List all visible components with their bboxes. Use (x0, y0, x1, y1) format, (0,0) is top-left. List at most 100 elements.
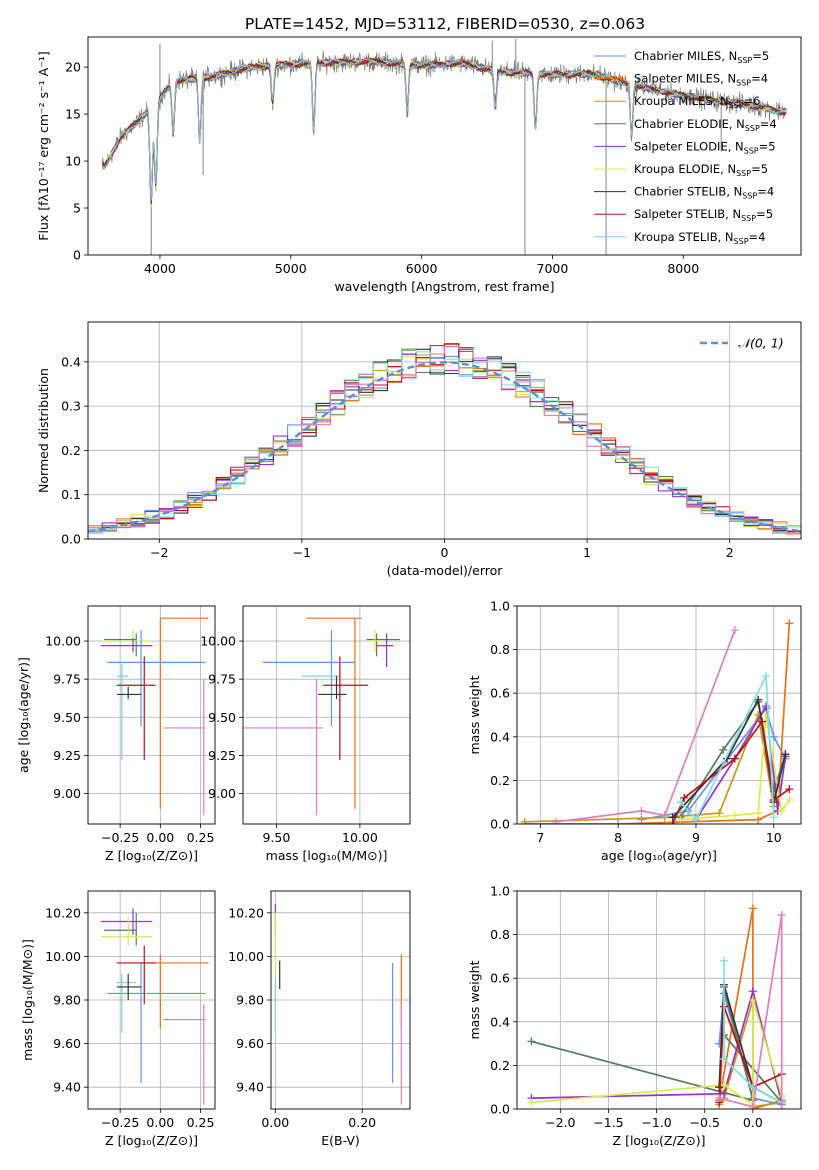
x-axis-label: wavelength [Angstrom, rest frame] (334, 279, 554, 294)
tick-label-x: 2 (726, 545, 734, 560)
errorbar-point (100, 908, 153, 935)
tick-label-y: 1.0 (490, 599, 510, 614)
legend-subscript: SSP (736, 79, 751, 88)
series-marker (785, 785, 794, 794)
tick-label-y: 9.00 (208, 786, 236, 801)
legend-text: =4 (749, 230, 766, 244)
tick-label-x: −0.25 (101, 830, 139, 845)
tick-label-y: 0.0 (61, 532, 81, 547)
series-marker (719, 1054, 728, 1063)
tick-label-y: 5 (73, 201, 81, 216)
series-line (555, 629, 736, 823)
axes-frame (516, 890, 802, 1110)
tick-label-y: 9.40 (236, 1080, 264, 1095)
series-marker (761, 702, 770, 711)
legend-text: Kroupa STELIB, N (634, 230, 734, 244)
errorbar-point (318, 676, 347, 699)
tick-label-x: 0.00 (146, 830, 174, 845)
errorbars (243, 617, 400, 815)
legend-label: Chabrier ELODIE, NSSP=4 (634, 117, 777, 133)
series-line (679, 672, 775, 822)
tick-label-x: −0.25 (101, 1115, 139, 1130)
series-marker (777, 806, 786, 815)
tick-label-y: 0.8 (490, 642, 510, 657)
legend-text: Chabrier MILES, N (634, 49, 737, 63)
axes-frame (87, 321, 802, 540)
errorbar-point (116, 686, 142, 699)
tick-label-y: 9.75 (208, 672, 236, 687)
errorbar-point (163, 679, 206, 815)
tick-label-x: 0.00 (261, 1115, 289, 1130)
tick-label-x: −1.0 (641, 1115, 671, 1130)
series-4 (691, 702, 790, 824)
panel-mass_vs_Z: −0.25 0.00 0.25 9.40 9.60 9.80 10.00 10.20 Z [lo… (20, 890, 216, 1148)
y-axis-label: Flux [fλ10⁻¹⁷ erg cm⁻² s⁻¹ A⁻¹] (36, 51, 51, 240)
tick-label-y: 9.25 (208, 748, 236, 763)
errorbar-point (263, 630, 355, 727)
tick-label-y: 0.3 (61, 399, 81, 414)
legend-label: Kroupa MILES, NSSP=6 (634, 94, 760, 110)
tick-label-x: 5000 (275, 261, 307, 276)
tick-label-x: −0.5 (690, 1115, 720, 1130)
legend-text: =5 (752, 49, 769, 63)
series-marker (614, 820, 623, 824)
errorbar-point (376, 633, 394, 667)
legend-label: Salpeter MILES, NSSP=4 (634, 72, 768, 88)
errorbar-point (104, 633, 137, 657)
errorbars (100, 617, 209, 815)
series-line (723, 960, 783, 1104)
model-line-8 (101, 58, 787, 201)
legend-subscript: SSP (736, 169, 751, 178)
legend-text: =6 (744, 94, 761, 108)
series-marker (748, 904, 757, 913)
panel-age_vs_mass: 9.50 10.00 9.00 9.25 9.50 9.75 10.00 mass [log₁… (200, 605, 411, 863)
tick-label-y: 9.00 (53, 786, 81, 801)
x-axis-label: (data-model)/error (387, 563, 504, 578)
tick-label-x: 1 (583, 545, 591, 560)
y-axis-label: mass [log₁₀(M/M⊙)] (20, 939, 35, 1061)
panel-weight_vs_Z: −2.0 −1.5 −1.0 −0.5 0.0 0.0 0.2 0.4 0.6 0.8 1.0 Z [… (467, 884, 802, 1148)
legend-text: Kroupa ELODIE, N (634, 162, 736, 176)
figure-title: PLATE=1452, MJD=53112, FIBERID=0530, z=0… (245, 15, 645, 33)
y-axis-label: age [log₁₀(age/yr)] (16, 657, 31, 773)
series-marker (719, 956, 728, 965)
series-marker (769, 813, 778, 822)
series-marker (719, 745, 728, 754)
tick-label-y: 0.1 (61, 487, 81, 502)
tick-label-y: 10.20 (228, 905, 264, 920)
series-marker (758, 717, 767, 726)
series-marker (668, 820, 677, 824)
legend-label: Kroupa ELODIE, NSSP=5 (634, 162, 768, 178)
errorbars (100, 908, 209, 1105)
panel-age_vs_Z: −0.25 0.00 0.25 9.00 9.25 9.50 9.75 10.00 Z [log… (16, 605, 216, 863)
legend-text: Salpeter MILES, N (634, 72, 736, 86)
series-marker (785, 796, 794, 805)
tick-label-y: 0.6 (490, 971, 510, 986)
weight-series (520, 619, 794, 824)
errorbar-point (368, 630, 385, 652)
series-marker (719, 1081, 728, 1090)
tick-label-x: 9.50 (262, 830, 290, 845)
series-line (718, 1006, 783, 1103)
tick-label-x: 0.00 (146, 1115, 174, 1130)
axes-frame (516, 605, 802, 825)
tick-label-y: 15 (65, 107, 81, 122)
errorbar-point (306, 617, 362, 809)
legend-text: =4 (760, 117, 777, 131)
series-8 (676, 671, 778, 824)
series-marker (715, 1094, 724, 1103)
axes-frame (270, 890, 411, 1110)
tick-label-y: 9.80 (236, 993, 264, 1008)
axes-frame (87, 890, 216, 1110)
tick-label-y: 10.00 (200, 634, 236, 649)
gaussian-curve (88, 361, 801, 533)
legend-text: =5 (751, 162, 768, 176)
errorbar-point (323, 656, 369, 760)
panel-weight_vs_age: 7 8 9 10 0.0 0.2 0.4 0.6 0.8 1.0 age [log₁₀(age/yr… (467, 599, 802, 863)
tick-label-x: 9 (692, 830, 700, 845)
x-axis-label: Z [log₁₀(Z/Z⊙)] (105, 1133, 198, 1148)
x-axis-label: Z [log₁₀(Z/Z⊙)] (613, 1133, 706, 1148)
series-marker (730, 811, 739, 820)
